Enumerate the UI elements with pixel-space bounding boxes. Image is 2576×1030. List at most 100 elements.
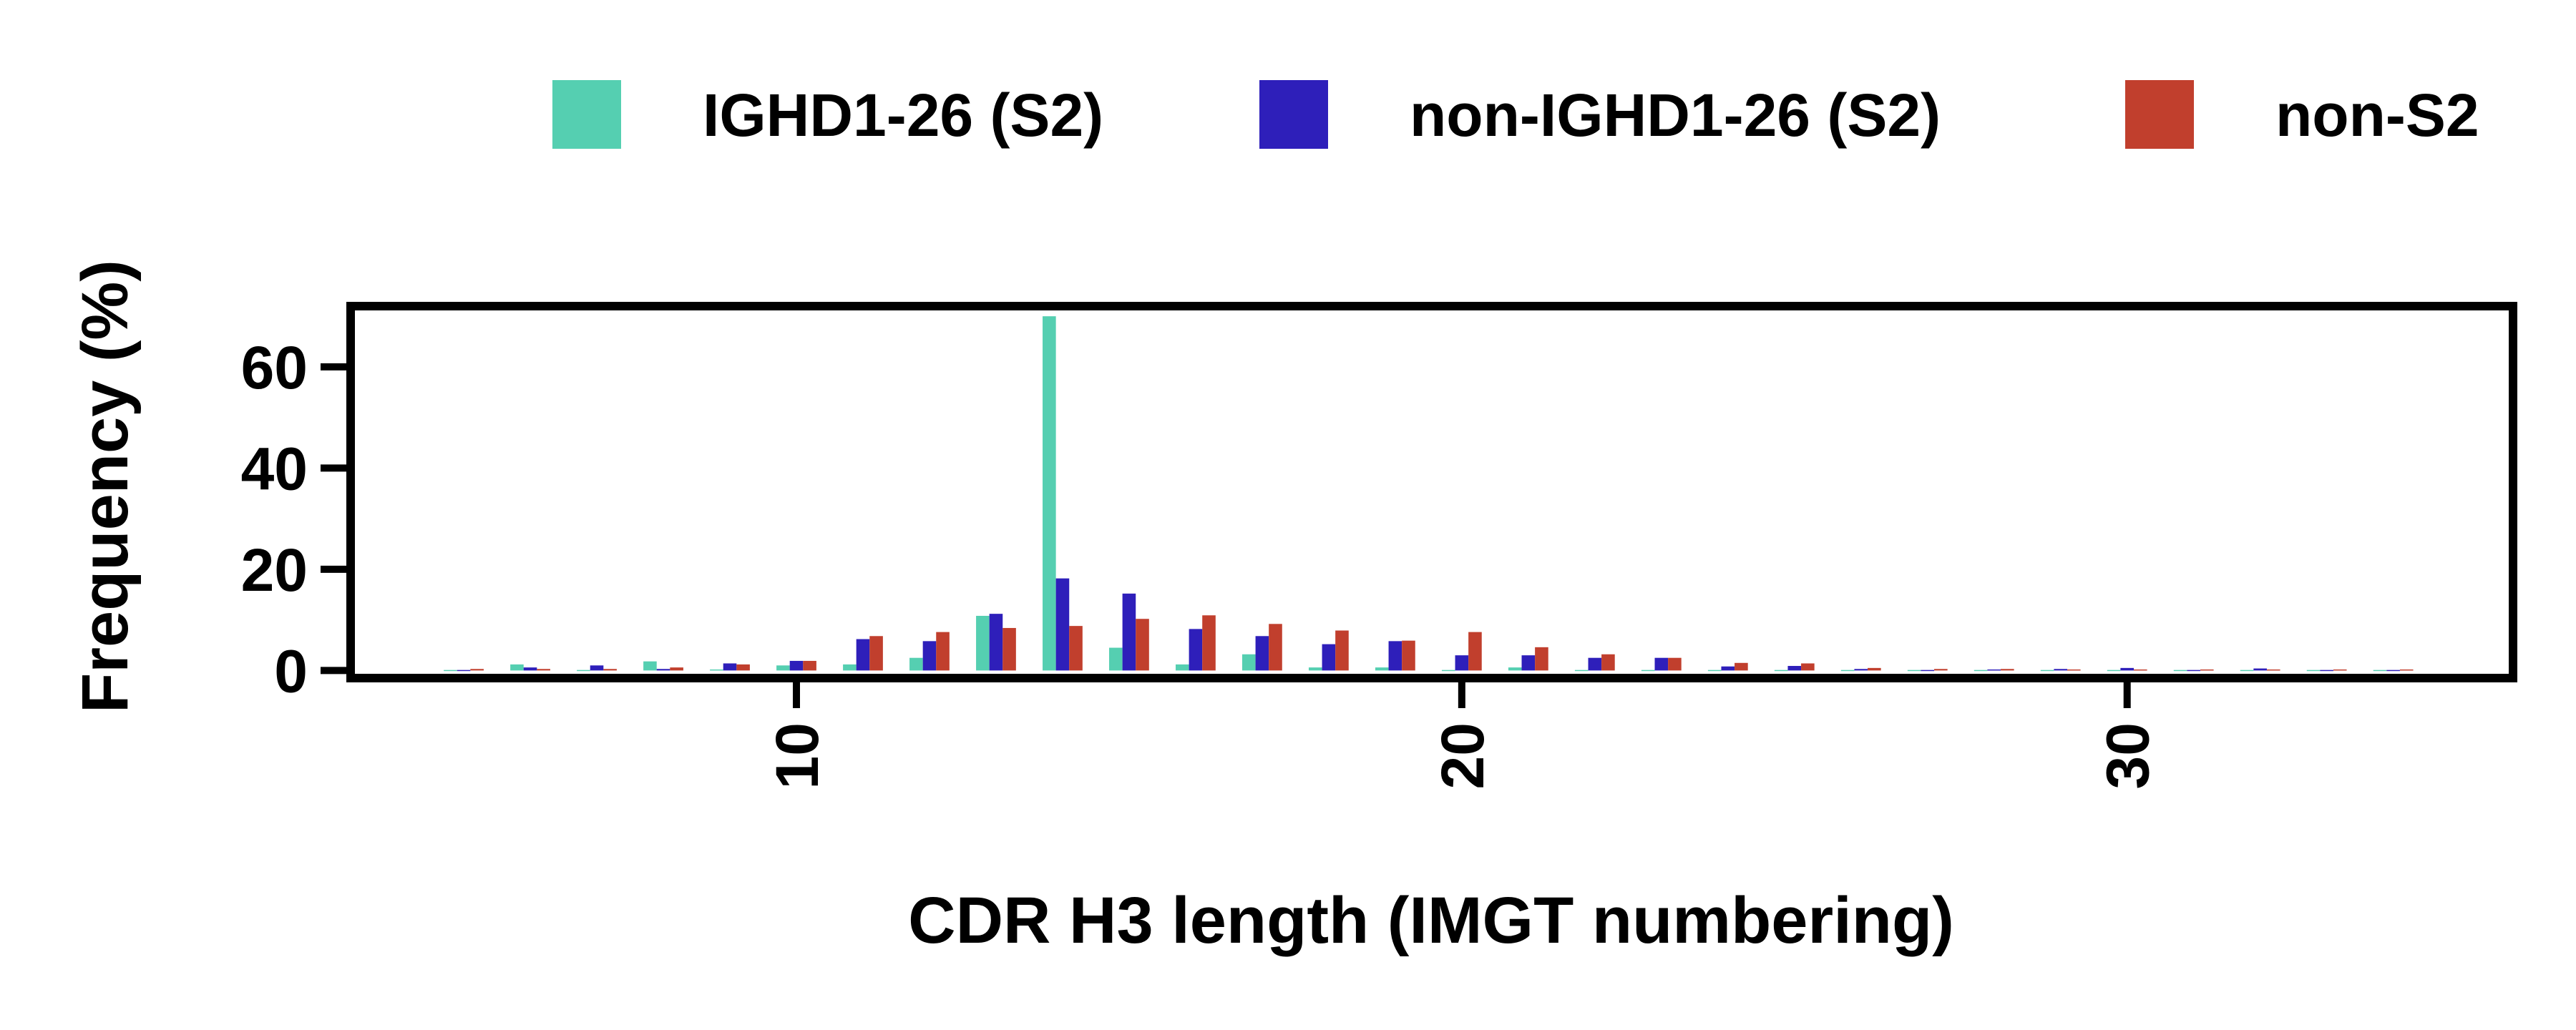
bar-ighd1-26-s2-31: [2173, 670, 2187, 672]
bar-non-s2-18: [1335, 630, 1349, 671]
bar-non-s2-27: [1934, 669, 1948, 671]
bar-non-s2-7: [603, 669, 617, 671]
bar-non-s2-28: [2001, 669, 2014, 671]
bar-non-s2-6: [537, 669, 550, 671]
bar-ighd1-26-s2-33: [2306, 670, 2321, 672]
bar-non-ighd1-26-s2-21: [1521, 655, 1536, 671]
bar-non-s2-11: [869, 636, 883, 671]
bar-non-s2-22: [1601, 654, 1615, 671]
bar-non-ighd1-26-s2-27: [1921, 670, 1935, 672]
bar-non-ighd1-26-s2-10: [789, 660, 804, 671]
y-tick-label-60: 60: [241, 334, 308, 401]
bar-non-s2-26: [1868, 667, 1881, 671]
bar-non-ighd1-26-s2-20: [1455, 655, 1469, 671]
bar-non-s2-25: [1801, 663, 1815, 671]
bar-ighd1-26-s2-11: [843, 664, 857, 671]
bar-non-ighd1-26-s2-31: [2187, 670, 2200, 672]
bar-ighd1-26-s2-22: [1574, 670, 1589, 672]
bar-non-s2-10: [803, 660, 816, 671]
bar-ighd1-26-s2-25: [1774, 670, 1788, 672]
axes: 0 20 40 60 10 20 30: [241, 334, 2162, 790]
bar-ighd1-26-s2-21: [1508, 667, 1522, 671]
bar-ighd1-26-s2-20: [1441, 670, 1455, 672]
bar-ighd1-26-s2-23: [1641, 670, 1655, 672]
bar-non-ighd1-26-s2-11: [856, 639, 870, 671]
bar-non-ighd1-26-s2-5: [457, 670, 471, 672]
bar-non-s2-30: [2133, 669, 2147, 671]
bar-non-ighd1-26-s2-18: [1322, 644, 1336, 671]
bar-non-ighd1-26-s2-25: [1787, 666, 1802, 671]
bar-non-ighd1-26-s2-9: [723, 663, 737, 671]
bar-non-s2-9: [736, 664, 750, 671]
bar-non-s2-21: [1535, 647, 1548, 671]
legend-label-ighd1-26-s2: IGHD1-26 (S2): [703, 82, 1103, 149]
bar-ighd1-26-s2-34: [2373, 670, 2387, 672]
bar-non-ighd1-26-s2-7: [590, 665, 604, 671]
x-tick-label-20: 20: [1429, 722, 1496, 789]
bar-ighd1-26-s2-28: [1974, 670, 1988, 672]
bar-non-s2-8: [670, 667, 683, 671]
bar-ighd1-26-s2-16: [1176, 664, 1189, 671]
bar-non-s2-13: [1002, 627, 1016, 671]
bar-non-ighd1-26-s2-30: [2120, 667, 2134, 671]
legend-swatch-non-ighd1-26-s2: [1259, 80, 1328, 149]
bar-non-ighd1-26-s2-13: [989, 614, 1003, 671]
bar-non-ighd1-26-s2-32: [2253, 668, 2267, 671]
bar-non-s2-16: [1202, 615, 1216, 671]
bar-non-s2-17: [1269, 624, 1282, 671]
bar-non-ighd1-26-s2-8: [656, 669, 670, 671]
legend-swatch-ighd1-26-s2: [552, 80, 621, 149]
bar-non-s2-5: [470, 669, 484, 671]
legend-swatch-non-s2: [2125, 80, 2194, 149]
bar-non-ighd1-26-s2-16: [1189, 629, 1203, 671]
bar-ighd1-26-s2-27: [1907, 670, 1921, 672]
bar-ighd1-26-s2-10: [776, 665, 790, 671]
bars: [444, 316, 2414, 672]
bar-non-ighd1-26-s2-12: [922, 641, 937, 671]
bar-ighd1-26-s2-18: [1308, 667, 1322, 671]
bar-ighd1-26-s2-26: [1840, 670, 1855, 672]
x-tick-label-10: 10: [763, 722, 831, 789]
bar-non-ighd1-26-s2-34: [2386, 670, 2400, 672]
plot-frame: [346, 302, 2517, 682]
bar-non-ighd1-26-s2-26: [1854, 669, 1868, 671]
bar-ighd1-26-s2-29: [2040, 670, 2054, 672]
bar-ighd1-26-s2-12: [909, 657, 923, 671]
bar-ighd1-26-s2-8: [643, 661, 657, 671]
bar-non-s2-12: [936, 632, 950, 671]
bar-non-ighd1-26-s2-6: [523, 667, 537, 671]
x-axis-label: CDR H3 length (IMGT numbering): [908, 884, 1954, 957]
bar-ighd1-26-s2-7: [577, 670, 590, 672]
bar-ighd1-26-s2-6: [510, 664, 524, 671]
bar-non-s2-23: [1668, 657, 1682, 671]
bar-non-s2-34: [2399, 669, 2414, 671]
bar-non-s2-29: [2067, 669, 2081, 671]
bar-ighd1-26-s2-13: [976, 615, 990, 671]
bar-non-ighd1-26-s2-22: [1588, 657, 1602, 671]
x-tick-label-30: 30: [2094, 722, 2162, 789]
bar-ighd1-26-s2-17: [1241, 654, 1256, 671]
bar-ighd1-26-s2-30: [2107, 670, 2121, 672]
bar-non-s2-19: [1402, 640, 1415, 671]
legend-label-non-ighd1-26-s2: non-IGHD1-26 (S2): [1410, 82, 1941, 149]
bar-non-ighd1-26-s2-17: [1255, 636, 1269, 671]
bar-non-ighd1-26-s2-24: [1721, 666, 1735, 671]
bar-non-s2-14: [1069, 626, 1083, 671]
legend: IGHD1-26 (S2) non-IGHD1-26 (S2) non-S2: [552, 80, 2479, 149]
bar-ighd1-26-s2-15: [1109, 647, 1123, 671]
bar-non-s2-15: [1136, 619, 1149, 671]
bar-ighd1-26-s2-19: [1375, 667, 1389, 671]
bar-non-ighd1-26-s2-23: [1654, 657, 1669, 671]
legend-label-non-s2: non-S2: [2275, 82, 2479, 149]
bar-ighd1-26-s2-5: [444, 670, 457, 672]
bar-non-s2-20: [1468, 632, 1482, 671]
bar-non-s2-31: [2200, 669, 2214, 671]
bar-ighd1-26-s2-24: [1707, 670, 1722, 672]
bar-non-ighd1-26-s2-33: [2320, 670, 2333, 672]
bar-ighd1-26-s2-9: [710, 669, 723, 671]
y-tick-label-0: 0: [274, 637, 308, 705]
bar-non-ighd1-26-s2-29: [2054, 669, 2068, 671]
bar-non-ighd1-26-s2-14: [1055, 578, 1070, 671]
bar-non-s2-32: [2266, 669, 2280, 671]
bar-non-ighd1-26-s2-19: [1388, 641, 1402, 671]
